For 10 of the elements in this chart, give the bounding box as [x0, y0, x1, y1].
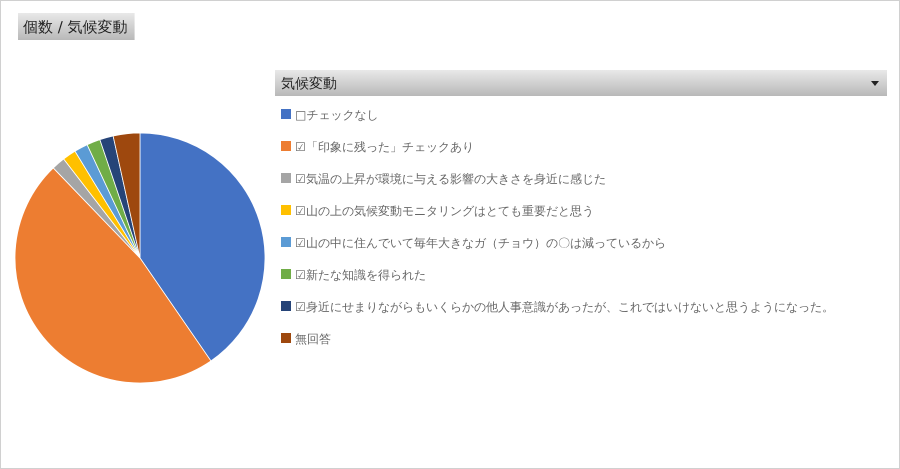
chart-title: 個数 / 気候変動	[23, 18, 128, 36]
legend-label: □チェックなし	[295, 108, 378, 122]
legend-label: ☑身近にせまりながらもいくらかの他人事意識があったが、これではいけないと思うようになった。	[295, 300, 834, 314]
legend-label: ☑「印象に残った」チェックあり	[295, 140, 474, 154]
legend-title: 気候変動	[281, 76, 337, 92]
legend-label: ☑山の中に住んでいて毎年大きなガ（チョウ）の〇は減っているから	[295, 236, 666, 250]
legend-label: 無回答	[295, 332, 331, 346]
legend-label: ☑気温の上昇が環境に与える影響の大きさを身近に感じた	[295, 172, 606, 186]
legend-label: ☑新たな知識を得られた	[295, 268, 426, 282]
legend-label: ☑山の上の気候変動モニタリングはとても重要だと思う	[295, 204, 594, 218]
